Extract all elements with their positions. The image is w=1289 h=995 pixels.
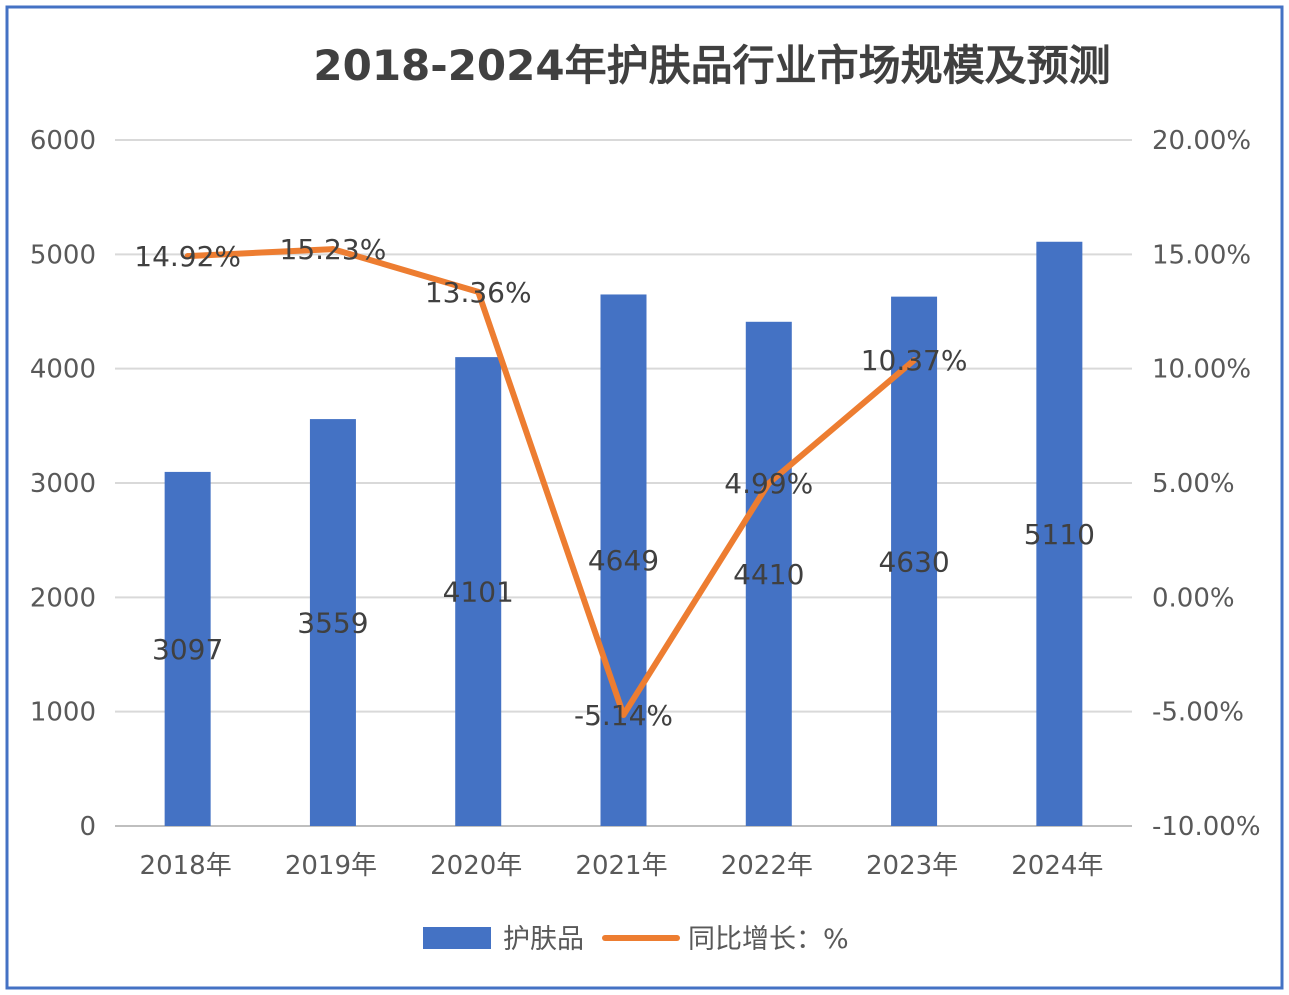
bar: [891, 296, 938, 826]
line-data-label: 15.23%: [280, 233, 387, 266]
chart-title: 2018-2024年护肤品行业市场规模及预测: [313, 41, 1110, 90]
bar: [164, 471, 211, 826]
growth-point: [184, 253, 191, 260]
bar: [1036, 241, 1083, 827]
y-right-tick-label: 10.00%: [1152, 355, 1251, 385]
bar: [455, 357, 502, 826]
x-tick-label: 2020年: [430, 851, 522, 881]
bar-data-label: 3097: [152, 633, 223, 666]
growth-point: [765, 480, 772, 487]
y-left-tick-label: 4000: [30, 355, 96, 385]
bar-data-label: 3559: [297, 607, 368, 640]
y-right-tick-label: 5.00%: [1152, 469, 1235, 499]
bar-data-label: 4649: [588, 544, 659, 577]
x-tick-label: 2021年: [575, 851, 667, 881]
bar: [309, 419, 356, 826]
y-left-tick-label: 2000: [30, 583, 96, 613]
growth-point: [475, 288, 482, 295]
y-left-tick-label: 6000: [30, 126, 96, 156]
line-data-label: -5.14%: [574, 699, 673, 732]
x-tick-label: 2019年: [285, 851, 377, 881]
growth-point: [911, 357, 918, 364]
y-left-tick-label: 0: [79, 812, 96, 842]
legend-label-line: 同比增长：%: [688, 924, 849, 955]
y-left-tick-label: 3000: [30, 469, 96, 499]
growth-line: [184, 246, 918, 718]
x-tick-label: 2022年: [721, 851, 813, 881]
y-right-tick-label: -10.00%: [1152, 812, 1261, 842]
line-data-label: 14.92%: [134, 240, 241, 273]
legend-label-bar: 护肤品: [503, 924, 584, 955]
x-tick-label: 2023年: [866, 851, 958, 881]
bar-data-label: 4101: [443, 576, 514, 609]
legend-swatch-bar: [423, 927, 491, 949]
line-data-label: 13.36%: [425, 276, 532, 309]
y-right-tick-label: 0.00%: [1152, 583, 1235, 613]
growth-point: [620, 711, 627, 718]
y-right-tick-label: 15.00%: [1152, 240, 1251, 270]
bar-data-label: 4630: [878, 545, 949, 578]
legend: 护肤品 同比增长：%: [423, 924, 849, 955]
y-left-tick-label: 5000: [30, 240, 96, 270]
growth-point: [329, 246, 336, 253]
y-right-tick-label: 20.00%: [1152, 126, 1251, 156]
bar: [600, 294, 647, 826]
y-right-tick-label: -5.00%: [1152, 698, 1244, 728]
x-tick-label: 2018年: [140, 851, 232, 881]
y-left-tick-label: 1000: [30, 698, 96, 728]
line-data-label: 10.37%: [861, 344, 968, 377]
bar: [745, 321, 792, 826]
bar-data-label: 4410: [733, 558, 804, 591]
x-tick-label: 2024年: [1011, 851, 1103, 881]
bar-data-label: 5110: [1024, 518, 1095, 551]
line-data-label: 4.99%: [724, 467, 813, 500]
